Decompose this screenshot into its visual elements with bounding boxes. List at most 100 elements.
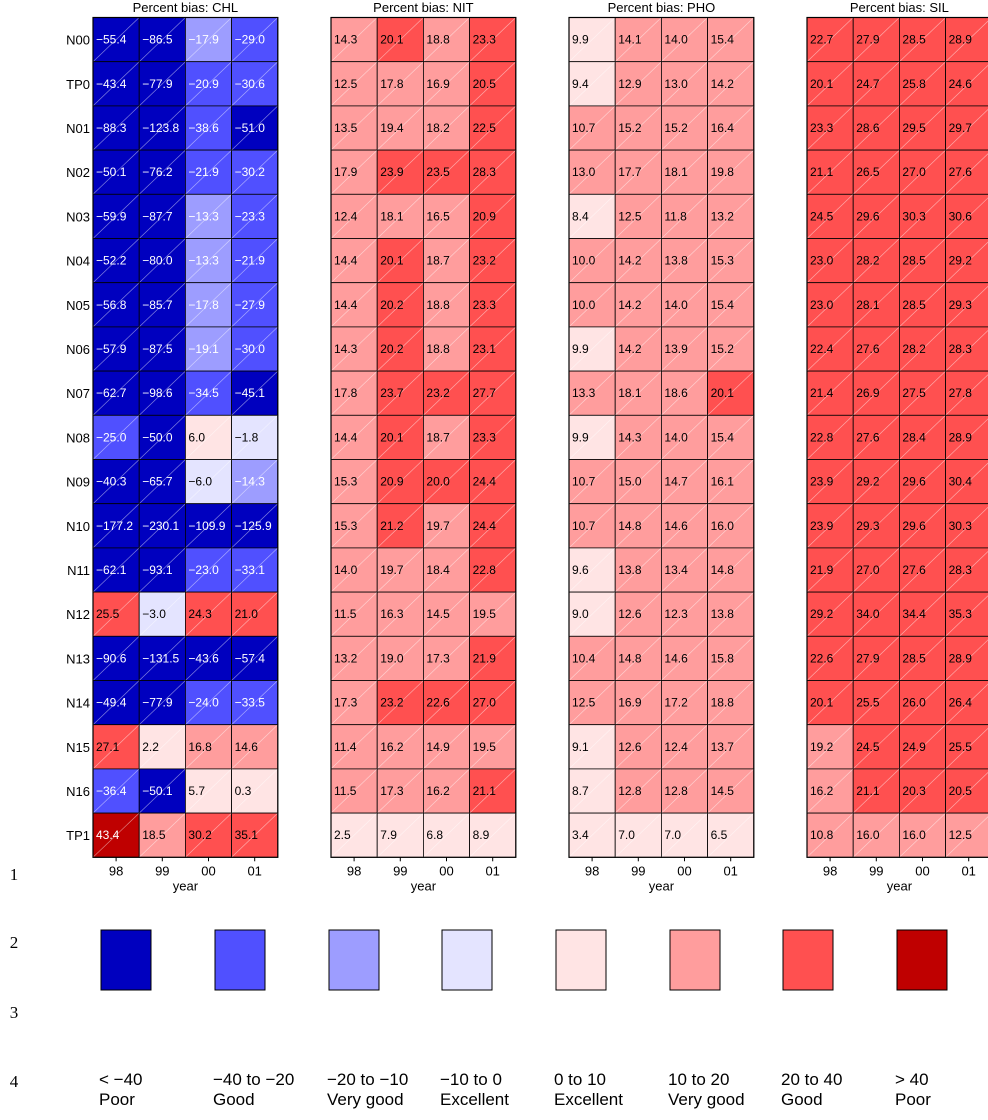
cell-value-label: 18.7 [426, 254, 450, 268]
cell-value-label: 12.5 [618, 209, 642, 223]
cell-diagonal [852, 17, 900, 62]
cell-value-label: 18.8 [711, 696, 735, 710]
panel-title: Percent bias: NIT [373, 0, 473, 15]
cell-value-label: 23.3 [810, 121, 834, 135]
cell-value-label: −3.0 [142, 607, 166, 621]
cell-diagonal [899, 149, 946, 195]
cell-diagonal [469, 680, 517, 725]
cell-diagonal [92, 591, 140, 637]
cell-diagonal [806, 680, 854, 725]
cell-value-label: −177.2 [96, 519, 133, 533]
cell-diagonal [376, 105, 424, 151]
cell-diagonal [899, 194, 946, 239]
cell-value-label: 18.1 [664, 165, 688, 179]
cell-value-label: 29.3 [856, 519, 880, 533]
cell-diagonal [92, 680, 140, 725]
cell-diagonal [231, 105, 279, 151]
cell-diagonal [423, 768, 470, 814]
cell-diagonal [376, 370, 424, 416]
cell-value-label: 14.2 [711, 77, 735, 91]
cell-diagonal [231, 149, 279, 195]
cell-diagonal [806, 812, 854, 858]
cell-value-label: −34.5 [188, 386, 219, 400]
cell-diagonal [423, 282, 470, 328]
cell-value-label: 16.3 [380, 607, 404, 621]
cell-value-label: 27.6 [949, 165, 973, 179]
cell-value-label: 23.0 [810, 298, 834, 312]
cell-diagonal [852, 768, 900, 814]
cell-diagonal [376, 768, 424, 814]
cell-diagonal [568, 326, 616, 372]
cell-diagonal [376, 680, 424, 725]
cell-diagonal [614, 503, 662, 549]
cell-value-label: 10.0 [572, 298, 596, 312]
cell-value-label: 22.6 [426, 696, 450, 710]
legend-rating-label: Poor [99, 1090, 135, 1109]
cell-value-label: −62.7 [96, 386, 127, 400]
cell-diagonal [852, 194, 900, 239]
cell-diagonal [806, 503, 854, 549]
cell-diagonal [899, 680, 946, 725]
cell-diagonal [185, 591, 232, 637]
cell-diagonal [423, 591, 470, 637]
row-label: N05 [66, 298, 90, 313]
cell-value-label: 18.5 [142, 828, 166, 842]
cell-value-label: 13.7 [711, 740, 735, 754]
cell-diagonal [707, 547, 755, 593]
cell-value-label: −1.8 [235, 430, 259, 444]
cell-value-label: 21.9 [810, 563, 834, 577]
cell-diagonal [707, 724, 755, 770]
cell-diagonal [92, 17, 140, 62]
cell-value-label: −77.9 [142, 696, 173, 710]
cell-diagonal [185, 17, 232, 62]
cell-value-label: 14.1 [618, 33, 642, 47]
cell-diagonal [185, 61, 232, 107]
cell-value-label: 10.4 [572, 651, 596, 665]
cell-value-label: 20.2 [380, 298, 404, 312]
cell-diagonal [945, 595, 988, 637]
cell-diagonal [614, 17, 662, 62]
cell-value-label: 28.3 [949, 563, 973, 577]
cell-value-label: 23.5 [426, 165, 450, 179]
cell-value-label: 27.5 [902, 386, 926, 400]
cell-value-label: 6.0 [188, 430, 205, 444]
cell-diagonal [852, 680, 900, 725]
cell-diagonal [330, 326, 378, 372]
cell-diagonal [614, 105, 662, 151]
cell-value-label: 9.9 [572, 33, 589, 47]
cell-diagonal [806, 370, 854, 416]
cell-diagonal [231, 61, 279, 107]
cell-value-label: 13.5 [334, 121, 358, 135]
cell-diagonal [138, 149, 186, 195]
cell-diagonal [945, 551, 988, 593]
cell-value-label: −59.9 [96, 209, 127, 223]
cell-diagonal [469, 459, 517, 504]
cell-value-label: −40.3 [96, 475, 127, 489]
cell-value-label: −30.0 [235, 342, 266, 356]
cell-diagonal [852, 326, 900, 372]
cell-value-label: 16.2 [426, 784, 450, 798]
legend-swatch [441, 929, 493, 991]
cell-value-label: −131.5 [142, 651, 179, 665]
cell-diagonal [899, 812, 946, 858]
legend-range-label: 0 to 10 [554, 1070, 606, 1089]
cell-value-label: 27.9 [856, 33, 880, 47]
row-label: N09 [66, 475, 90, 490]
cell-value-label: 14.6 [664, 519, 688, 533]
cell-diagonal [852, 591, 900, 637]
cell-value-label: 24.3 [188, 607, 212, 621]
cell-diagonal [852, 812, 900, 858]
cell-diagonal [138, 812, 186, 858]
cell-diagonal [330, 547, 378, 593]
cell-diagonal [92, 415, 140, 460]
cell-diagonal [231, 680, 279, 725]
x-tick-label: 98 [585, 863, 599, 878]
cell-diagonal [661, 282, 708, 328]
cell-diagonal [138, 591, 186, 637]
cell-value-label: 13.9 [664, 342, 688, 356]
cell-value-label: −88.3 [96, 121, 127, 135]
heatmap-cell [945, 635, 988, 681]
x-axis-label: year [887, 878, 913, 893]
cell-value-label: 35.3 [949, 607, 973, 621]
cell-diagonal [469, 768, 517, 814]
